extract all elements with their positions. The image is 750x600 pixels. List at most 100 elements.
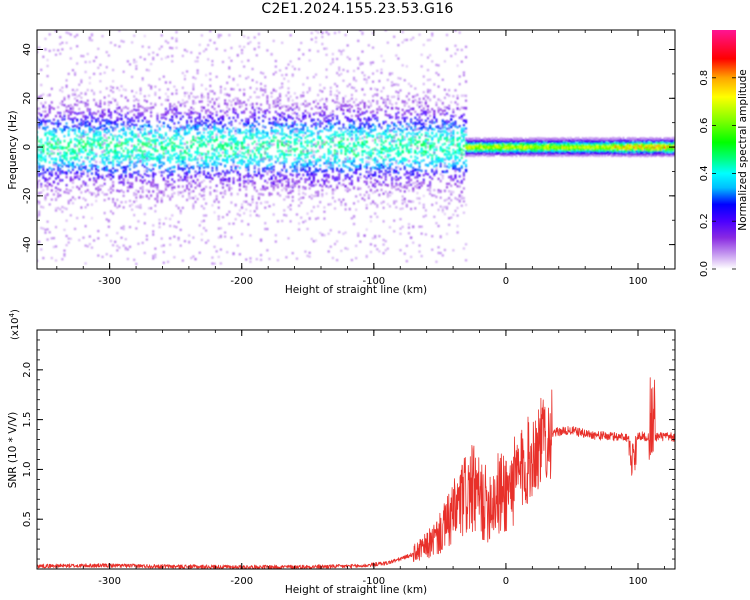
- spectrogram-cell: [42, 105, 45, 109]
- spectrogram-cell: [101, 173, 104, 177]
- spectrogram-cell: [88, 127, 91, 131]
- spectrogram-cell: [179, 128, 182, 131]
- spectrogram-cell: [247, 173, 250, 177]
- spectrogram-cell: [253, 173, 256, 177]
- spectrogram-cell: [143, 99, 146, 102]
- spectrogram-cell: [114, 147, 117, 150]
- spectrogram-cell: [226, 114, 229, 117]
- spectrogram-cell: [300, 157, 303, 161]
- spectrogram-cell: [84, 91, 87, 94]
- spectrogram-cell: [194, 170, 197, 173]
- spectrogram-cell: [314, 111, 318, 115]
- spectrogram-cell: [272, 89, 275, 92]
- spectrogram-cell: [304, 250, 307, 253]
- spectrogram-cell: [137, 112, 140, 115]
- spectrogram-cell: [285, 160, 288, 164]
- spectrogram-cell: [99, 184, 102, 187]
- spectrogram-cell: [128, 204, 132, 208]
- spectrogram-cell: [173, 256, 176, 259]
- spectrogram-cell: [145, 132, 148, 136]
- spectrogram-cell: [71, 117, 75, 121]
- spectrogram-cell: [257, 149, 261, 152]
- spectrogram-cell: [181, 194, 184, 198]
- spectrogram-cell: [327, 166, 330, 169]
- spectrogram-cell: [321, 31, 324, 35]
- spectrogram-cell: [204, 165, 208, 169]
- spectrogram-cell: [160, 197, 163, 200]
- spectrogram-cell: [342, 198, 345, 201]
- spectrogram-cell: [122, 170, 125, 174]
- spectrogram-cell: [297, 160, 301, 163]
- spectrogram-cell: [331, 256, 335, 260]
- spectrogram-cell: [336, 97, 339, 101]
- spectrogram-cell: [122, 127, 125, 130]
- spectrogram-cell: [179, 149, 182, 153]
- spectrogram-cell: [209, 78, 212, 81]
- spectrogram-cell: [169, 139, 172, 143]
- spectrogram-cell: [213, 125, 216, 129]
- spectrogram-cell: [293, 127, 296, 131]
- spectrogram-cell: [192, 142, 195, 146]
- spectrogram-cell: [369, 87, 373, 91]
- spectrogram-cell: [141, 181, 144, 184]
- spectrogram-cell: [44, 160, 47, 163]
- spectrogram-cell: [236, 83, 239, 87]
- spectrogram-cell: [323, 47, 326, 50]
- spectrogram-cell: [137, 127, 140, 131]
- spectrogram-cell: [139, 131, 142, 134]
- spectrogram-cell: [90, 165, 94, 169]
- spectrogram-cell: [253, 91, 256, 94]
- spectrogram-cell: [46, 193, 49, 196]
- spectrogram-cell: [190, 119, 193, 123]
- spectrogram-cell: [348, 142, 351, 146]
- spectrogram-cell: [329, 119, 332, 122]
- spectrogram-cell: [202, 152, 206, 156]
- spectrogram-cell: [308, 183, 311, 186]
- spectrogram-cell: [367, 156, 371, 159]
- spectrogram-cell: [137, 102, 140, 106]
- spectrogram-cell: [276, 159, 280, 162]
- spectrogram-cell: [255, 80, 258, 84]
- spectrogram-cell: [149, 85, 153, 88]
- spectrogram-cell: [312, 178, 315, 182]
- spectrogram-cell: [207, 114, 210, 118]
- spectrogram-cell: [109, 122, 113, 125]
- spectrogram-cell: [281, 133, 284, 136]
- spectrogram-cell: [190, 159, 193, 162]
- spectrogram-cell: [213, 198, 216, 202]
- spectrogram-cell: [223, 150, 227, 153]
- spectrogram-cell: [52, 236, 56, 240]
- spectrogram-cell: [300, 140, 303, 144]
- spectrogram-cell: [69, 117, 72, 121]
- spectrogram-cell: [367, 119, 370, 122]
- spectrogram-cell: [48, 110, 51, 113]
- spectrogram-cell: [105, 139, 108, 142]
- spectrogram-cell: [137, 190, 140, 193]
- spectrogram-cell: [359, 122, 362, 126]
- spectrogram-cell: [310, 155, 313, 158]
- spectrogram-cell: [264, 166, 267, 170]
- spectrogram-cell: [283, 177, 286, 180]
- spectrogram-cell: [183, 189, 187, 192]
- spectrogram-cell: [202, 226, 206, 230]
- spectrogram-cell: [382, 181, 385, 184]
- spectrogram-cell: [371, 184, 375, 188]
- spectrogram-cell: [230, 142, 233, 145]
- spectrogram-cell: [306, 152, 309, 156]
- spectrogram-cell: [116, 206, 119, 209]
- spectrogram-cell: [95, 167, 98, 171]
- spectrogram-cell: [264, 151, 267, 155]
- spectrogram-cell: [374, 141, 377, 144]
- spectrogram-cell: [139, 92, 142, 95]
- spectrogram-cell: [42, 168, 45, 172]
- spectrogram-cell: [90, 128, 94, 132]
- spectrogram-cell: [293, 142, 296, 146]
- spectrogram-cell: [367, 44, 371, 47]
- spectrogram-cell: [331, 177, 334, 180]
- spectrogram-cell: [304, 147, 307, 150]
- spectrogram-cell: [37, 210, 41, 213]
- spectrogram-cell: [333, 242, 337, 246]
- spectrogram-cell: [78, 149, 81, 153]
- spectrogram-cell: [382, 59, 385, 63]
